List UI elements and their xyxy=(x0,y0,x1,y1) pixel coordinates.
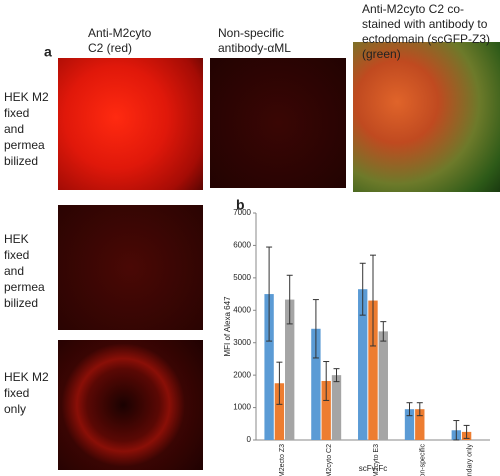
column-header: Anti-M2cyto xyxy=(88,26,152,40)
micrograph xyxy=(58,205,203,330)
bar xyxy=(264,294,274,440)
x-tick-label: M2cyto E3 xyxy=(373,444,380,476)
y-tick-label: 3000 xyxy=(233,338,251,347)
column-header: (green) xyxy=(362,47,401,61)
x-axis-label: scFv-Fc xyxy=(359,464,387,473)
y-tick-label: 2000 xyxy=(233,370,251,379)
x-tick-label: M2ecto Z3 xyxy=(279,444,286,476)
row-label: HEK M2 xyxy=(4,90,49,104)
column-header: C2 (red) xyxy=(88,41,132,55)
bar xyxy=(358,289,368,440)
bar xyxy=(331,375,342,440)
row-label: and xyxy=(4,122,24,136)
column-header: antibody-αML xyxy=(218,41,291,55)
row-label: fixed xyxy=(4,248,29,262)
y-tick-label: 5000 xyxy=(233,273,251,282)
x-tick-label: M2cyto C2 xyxy=(326,444,333,476)
panel-label: b xyxy=(236,197,245,213)
y-tick-label: 6000 xyxy=(233,241,251,250)
column-header: Non-specific xyxy=(218,26,284,40)
micrograph xyxy=(210,58,346,188)
row-label: bilized xyxy=(4,154,38,168)
micrograph xyxy=(58,340,203,470)
y-tick-label: 4000 xyxy=(233,305,251,314)
bar xyxy=(415,409,425,440)
x-tick-label: secondary only xyxy=(466,444,473,476)
row-label: permea xyxy=(4,138,45,152)
y-axis-label: MFI of Alexa 647 xyxy=(223,296,232,357)
panel-label: a xyxy=(44,44,52,60)
bar xyxy=(285,299,295,440)
micrograph xyxy=(58,58,203,190)
y-tick-label: 7000 xyxy=(233,208,251,217)
bar xyxy=(368,300,378,440)
y-tick-label: 1000 xyxy=(233,403,251,412)
row-label: permea xyxy=(4,280,45,294)
bar xyxy=(274,383,285,440)
column-header: Anti-M2cyto C2 co- xyxy=(362,2,464,16)
x-tick-label: Non-specific xyxy=(420,444,427,476)
row-label: bilized xyxy=(4,296,38,310)
row-label: fixed xyxy=(4,106,29,120)
bar xyxy=(321,380,331,440)
row-label: and xyxy=(4,264,24,278)
column-header: ectodomain (scGFP-Z3) xyxy=(362,32,490,46)
row-label: HEK xyxy=(4,232,29,246)
bar xyxy=(378,331,388,440)
row-label: only xyxy=(4,402,26,416)
row-label: HEK M2 xyxy=(4,370,49,384)
bar xyxy=(404,409,415,440)
row-label: fixed xyxy=(4,386,29,400)
column-header: stained with antibody to xyxy=(362,17,488,31)
micrograph xyxy=(353,42,500,192)
bar xyxy=(311,328,321,440)
y-tick-label: 0 xyxy=(247,435,252,444)
